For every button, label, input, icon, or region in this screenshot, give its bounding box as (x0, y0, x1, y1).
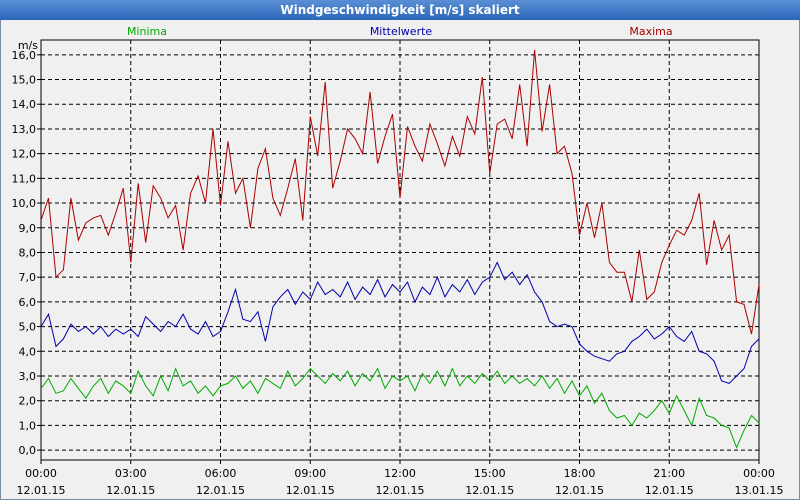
y-tick-label: 12,0 (12, 148, 37, 161)
y-tick-label: 9,0 (19, 222, 37, 235)
series-lines (40, 49, 760, 449)
x-tick-time: 18:00 (564, 467, 596, 480)
y-tick-label: 11,0 (12, 172, 37, 185)
x-tick-date: 12.01.15 (17, 484, 66, 497)
legend-minima: Minima (127, 25, 167, 38)
y-tick-label: 10,0 (12, 197, 37, 210)
x-tick-date: 12.01.15 (555, 484, 604, 497)
y-tick-label: 8,0 (19, 246, 37, 259)
x-tick-time: 00:00 (743, 467, 775, 480)
y-tick-label: 1,0 (19, 419, 37, 432)
y-tick-label: 3,0 (19, 370, 37, 383)
y-tick-label: 15,0 (12, 74, 37, 87)
axis-ticks: 0,0 1,0 2,0 3,0 4,0 5,0 6,0 7,0 8,0 9,0 10,0 11,0 12… (12, 49, 784, 497)
y-tick-label: 4,0 (19, 345, 37, 358)
x-tick-date: 12.01.15 (465, 484, 514, 497)
x-tick-date: 12.01.15 (645, 484, 694, 497)
series-line-minima (40, 367, 760, 449)
x-tick-time: 09:00 (294, 467, 326, 480)
x-tick-date: 12.01.15 (376, 484, 425, 497)
series-line-mittelwerte (40, 261, 760, 384)
y-tick-label: 6,0 (19, 296, 37, 309)
grid (40, 40, 760, 460)
x-tick-date: 12.01.15 (286, 484, 335, 497)
y-axis-unit: m/s (18, 39, 38, 52)
window-title: Windgeschwindigkeit [m/s] skaliert (0, 0, 800, 20)
y-tick-label: 5,0 (19, 321, 37, 334)
y-tick-label: 13,0 (12, 123, 37, 136)
y-tick-label: 0,0 (19, 444, 37, 457)
series-line-maxima (40, 49, 760, 335)
y-tick-label: 2,0 (19, 395, 37, 408)
x-tick-time: 12:00 (384, 467, 416, 480)
legend-maxima: Maxima (629, 25, 672, 38)
x-tick-date: 13.01.15 (735, 484, 784, 497)
x-tick-time: 21:00 (653, 467, 685, 480)
y-tick-label: 16,0 (12, 49, 37, 62)
x-tick-time: 00:00 (25, 467, 57, 480)
legend-mittelwerte: Mittelwerte (370, 25, 433, 38)
y-tick-label: 7,0 (19, 271, 37, 284)
x-tick-time: 06:00 (205, 467, 237, 480)
x-tick-time: 15:00 (474, 467, 506, 480)
x-tick-date: 12.01.15 (196, 484, 245, 497)
y-tick-label: 14,0 (12, 98, 37, 111)
x-tick-time: 03:00 (115, 467, 147, 480)
x-tick-date: 12.01.15 (106, 484, 155, 497)
